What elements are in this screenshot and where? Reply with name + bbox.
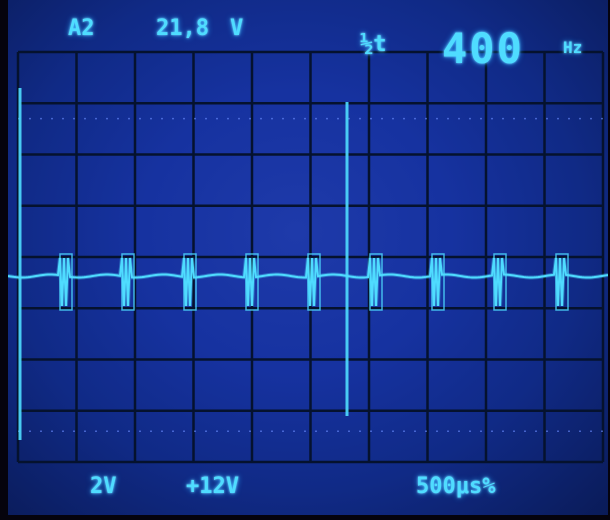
glitch-burst [307, 253, 321, 311]
graticule-and-trace [8, 50, 608, 464]
glitch-burst [59, 253, 73, 311]
glitch-burst [431, 253, 445, 311]
offset-value: +12V [186, 474, 239, 499]
oscilloscope-screen: A2 21,8 V ½t 400 Hz 2V +12V 500μs% [8, 0, 608, 515]
glitch-burst [369, 253, 383, 311]
frequency-unit: Hz [563, 38, 583, 57]
glitch-burst [245, 253, 259, 311]
glitch-burst [493, 253, 507, 311]
mode-symbol-icon: ½t [360, 32, 387, 57]
glitch-burst [183, 253, 197, 311]
frequency-value: 400 [442, 24, 524, 73]
volts-per-div: 2V [90, 474, 117, 499]
cursor-lines [18, 88, 349, 440]
time-per-div: 500μs% [416, 474, 496, 499]
waveform-trace [8, 253, 608, 311]
measurement-value: 21,8 [156, 16, 209, 41]
channel-label: A2 [68, 16, 95, 41]
glitch-burst [555, 253, 569, 311]
measurement-unit: V [230, 16, 244, 41]
graticule-grid [16, 50, 605, 464]
glitch-burst [121, 253, 135, 311]
